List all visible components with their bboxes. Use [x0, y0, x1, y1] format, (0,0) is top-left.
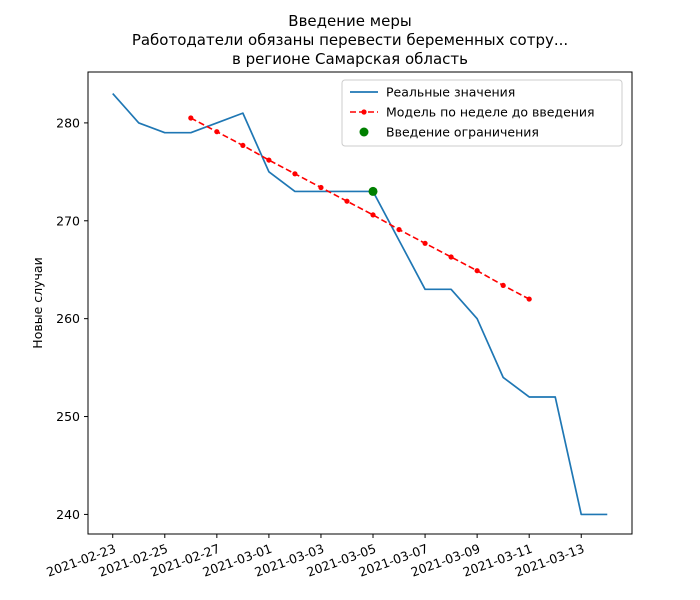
legend: Реальные значения Модель по неделе до вве…: [341, 79, 623, 147]
model-point: [422, 240, 428, 246]
model-point: [526, 296, 532, 302]
model-point: [318, 184, 324, 191]
series-line-actual: [112, 92, 608, 516]
model-point: [448, 254, 454, 260]
model-point: [214, 129, 220, 135]
model-point: [344, 198, 350, 204]
model-point: [188, 115, 194, 121]
series-layer: [112, 92, 608, 516]
y-tick-label: 250: [56, 409, 80, 424]
y-tick-label: 240: [56, 507, 80, 522]
model-point: [370, 212, 376, 218]
x-axis: 2021-02-232021-02-252021-02-272021-03-01…: [44, 534, 586, 580]
y-tick-label: 260: [56, 311, 80, 326]
y-axis: 240 250 260 270 280: [56, 115, 88, 522]
model-point: [396, 226, 402, 233]
y-tick-label: 280: [56, 115, 80, 130]
plot-area: [87, 71, 633, 535]
legend-label: Введение ограничения: [386, 125, 539, 140]
intervention-point: [368, 186, 378, 196]
legend-box: [341, 79, 623, 147]
legend-swatch-model-dot: [361, 109, 367, 115]
chart-title-line: Работодатели обязаны перевести беременны…: [132, 31, 568, 49]
model-point: [240, 142, 246, 149]
series-line-model: [190, 117, 530, 300]
chart-title-line: Введение меры: [288, 12, 411, 30]
legend-swatch-intervention: [359, 127, 369, 137]
y-tick-label: 270: [56, 213, 80, 228]
y-axis-label: Новые случаи: [30, 257, 45, 348]
chart-title-line: в регионе Самарская область: [232, 50, 468, 68]
legend-label: Модель по неделе до введения: [386, 105, 595, 120]
legend-label: Реальные значения: [386, 85, 515, 100]
model-point: [266, 157, 272, 163]
model-point: [474, 268, 480, 274]
model-point: [292, 171, 298, 177]
model-point: [500, 282, 506, 288]
